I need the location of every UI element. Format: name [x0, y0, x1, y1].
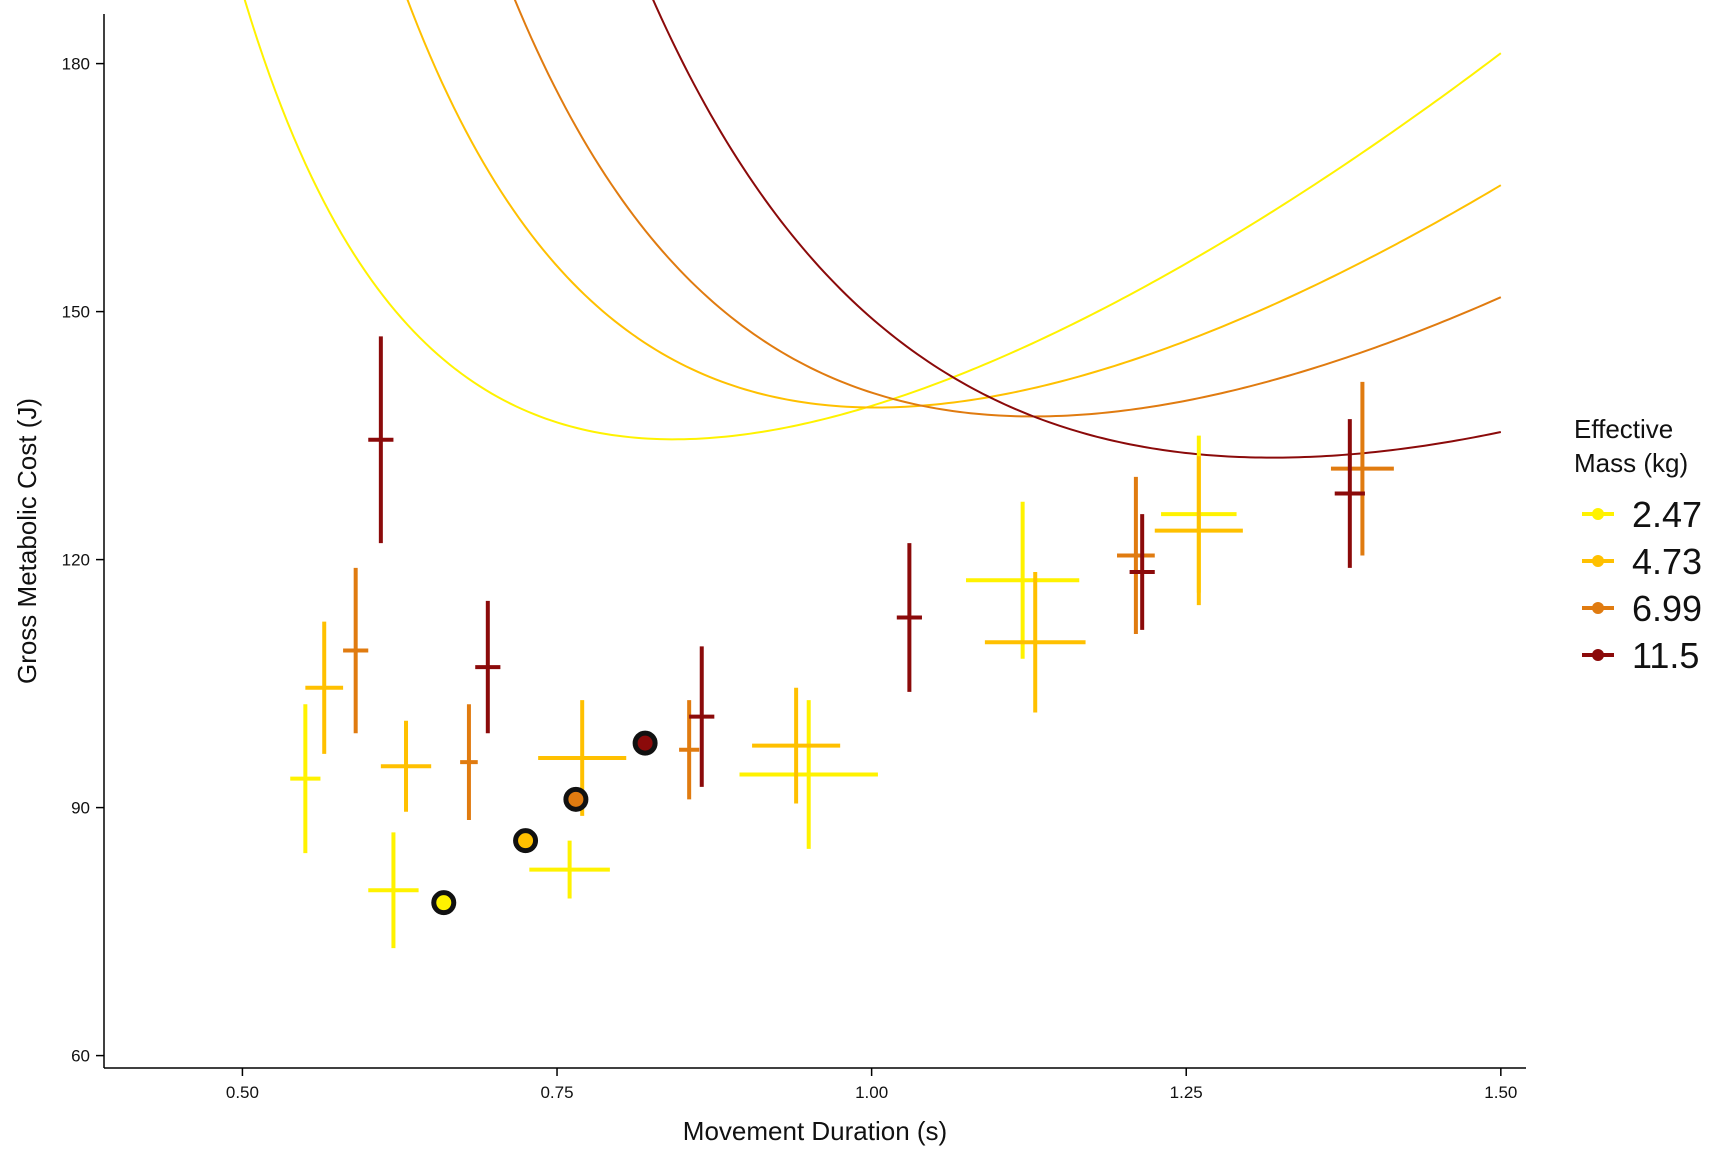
data-point-2-47: [529, 840, 610, 899]
fit-curve-11-5: [652, 0, 1502, 459]
y-tick-label: 120: [62, 551, 90, 570]
axes: [103, 14, 1526, 1069]
data-point-6-99: [343, 567, 369, 734]
legend-item-2-47: 2.47: [1582, 494, 1702, 535]
legend-label: 4.73: [1632, 541, 1702, 582]
legend-title-line-1: Effective: [1574, 414, 1673, 444]
x-tick-label: 0.50: [226, 1083, 259, 1102]
data-point-11-5: [689, 646, 715, 787]
legend-items: 2.47 4.73 6.99 11.5: [1582, 494, 1702, 676]
legend-item-4-73: 4.73: [1582, 541, 1702, 582]
fit-curve-2-47: [243, 0, 1502, 441]
legend-key-dot: [1592, 555, 1604, 567]
legend-label: 6.99: [1632, 588, 1702, 629]
optimum-marker-4-73: [513, 828, 539, 854]
data-point-6-99: [1330, 381, 1394, 556]
data-point-4-73: [380, 720, 432, 812]
optimum-marker-6-99: [563, 786, 589, 812]
data-point-4-73: [305, 621, 344, 754]
legend-title-line-2: Mass (kg): [1574, 448, 1688, 478]
data-point-11-5: [1334, 419, 1365, 568]
legend-key-dot: [1592, 649, 1604, 661]
x-tick-label: 0.75: [540, 1083, 573, 1102]
y-tick-label: 150: [62, 303, 90, 322]
data-point-2-47: [368, 832, 419, 949]
legend-key-dot: [1592, 508, 1604, 520]
fit-curve-4-73: [406, 0, 1502, 409]
x-ticks: 0.50 0.75 1.00 1.25 1.50: [226, 1068, 1517, 1102]
legend: Effective Mass (kg) 2.47 4.73 6.99 11.5: [1574, 414, 1702, 676]
fit-curve-6-99: [513, 0, 1502, 418]
legend-label: 2.47: [1632, 494, 1702, 535]
data-point-6-99: [460, 704, 478, 820]
y-tick-label: 90: [71, 799, 90, 818]
data-point-4-73: [984, 572, 1086, 713]
x-tick-label: 1.50: [1484, 1083, 1517, 1102]
optimum-points: [431, 730, 658, 916]
y-ticks: 60 90 120 150 180: [62, 55, 104, 1066]
x-tick-label: 1.25: [1170, 1083, 1203, 1102]
error-bars: [290, 336, 1394, 949]
data-point-11-5: [475, 600, 501, 734]
data-point-4-73: [752, 687, 841, 804]
data-point-6-99: [1117, 476, 1155, 634]
data-point-2-47: [290, 704, 321, 854]
data-point-4-73: [1154, 456, 1243, 606]
data-point-2-47: [966, 501, 1080, 659]
y-tick-label: 60: [71, 1047, 90, 1066]
fit-curves: [243, 0, 1502, 459]
x-tick-label: 1.00: [855, 1083, 888, 1102]
legend-label: 11.5: [1632, 635, 1699, 676]
data-point-11-5: [896, 543, 922, 692]
y-tick-label: 180: [62, 55, 90, 74]
y-axis-title: Gross Metabolic Cost (J): [12, 398, 42, 684]
optimum-marker-2-47: [431, 890, 457, 916]
optimum-marker-11-5: [632, 730, 658, 756]
legend-item-11-5: 11.5: [1582, 635, 1699, 676]
data-point-11-5: [368, 336, 394, 544]
data-point-2-47: [739, 700, 878, 849]
data-point-11-5: [1129, 514, 1155, 630]
legend-item-6-99: 6.99: [1582, 588, 1702, 629]
legend-key-dot: [1592, 602, 1604, 614]
x-axis-title: Movement Duration (s): [683, 1116, 947, 1146]
